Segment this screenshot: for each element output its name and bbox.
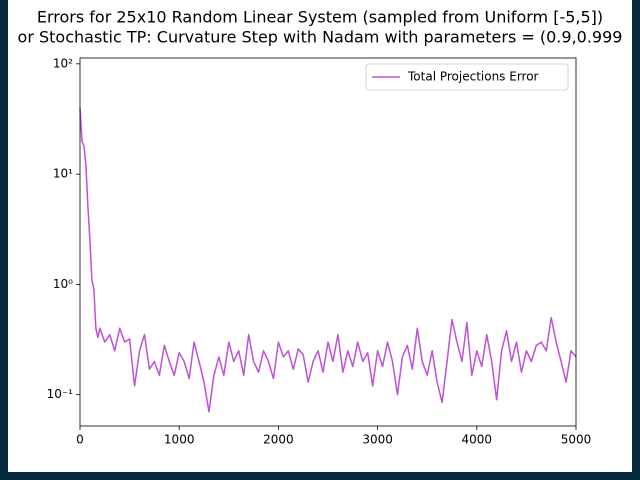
y-tick-label: 10⁻¹: [47, 387, 74, 401]
chart-subtitle: or Stochastic TP: Curvature Step with Na…: [18, 28, 623, 47]
plot-area: [80, 58, 576, 426]
y-tick-label: 10²: [53, 56, 73, 70]
x-tick-label: 1000: [164, 433, 195, 447]
y-tick-label: 10¹: [53, 167, 73, 181]
legend-label: Total Projections Error: [407, 70, 539, 84]
legend-box: [365, 63, 569, 91]
x-tick-label: 5000: [561, 433, 592, 447]
x-tick-label: 2000: [263, 433, 294, 447]
figure: Errors for 25x10 Random Linear System (s…: [18, 8, 623, 47]
x-tick-label: 4000: [462, 433, 493, 447]
chart-title: Errors for 25x10 Random Linear System (s…: [37, 8, 603, 27]
x-tick-label: 0: [76, 433, 84, 447]
data-line: [79, 107, 577, 413]
x-tick-label: 3000: [362, 433, 393, 447]
y-tick-label: 10⁰: [53, 277, 73, 291]
plot-frame: [79, 57, 577, 427]
